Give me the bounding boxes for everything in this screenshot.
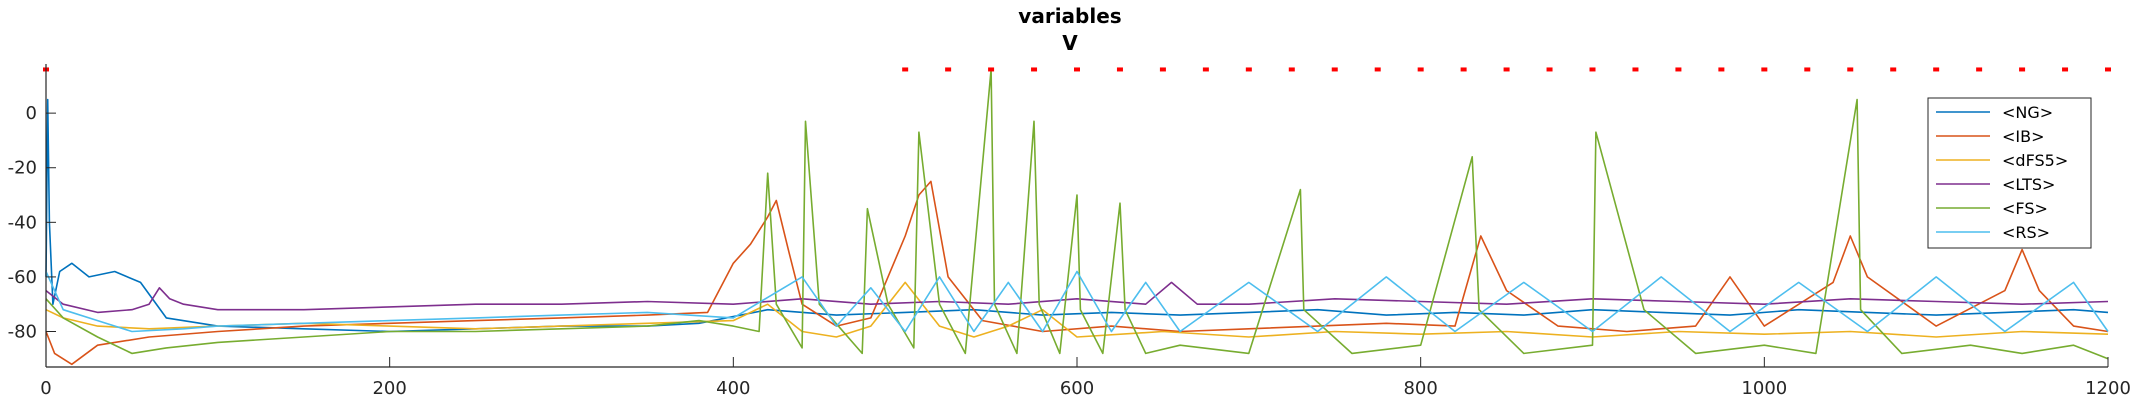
series-line-1 [45, 180, 2109, 366]
y-tick-label: -80 [8, 322, 37, 343]
x-tick-label: 1000 [1741, 378, 1787, 399]
spike-marker [1804, 67, 1811, 72]
spike-marker [1202, 67, 1209, 72]
legend: <NG> <IB> <dFS5> <LTS> <FS> <RS> [1927, 97, 2092, 249]
x-tick-label: 600 [1060, 378, 1094, 399]
chart-subtitle: V [1062, 31, 1078, 55]
spike-marker [1890, 67, 1897, 72]
spike-marker [1245, 67, 1252, 72]
legend-label-1: <IB> [2002, 127, 2045, 146]
y-tick-label: 0 [26, 103, 37, 124]
x-tick-label: 1200 [2085, 378, 2131, 399]
x-tick-label: 400 [716, 378, 750, 399]
y-tick-label: -60 [8, 267, 37, 288]
chart-title: variables [1018, 4, 1121, 28]
spike-marker [1546, 67, 1553, 72]
legend-label-3: <LTS> [2002, 175, 2055, 194]
x-tick-label: 0 [40, 378, 51, 399]
legend-label-5: <RS> [2002, 223, 2050, 242]
series-layer [45, 68, 2109, 366]
x-tick-label: 200 [372, 378, 406, 399]
spike-marker [1675, 67, 1682, 72]
spike-marker [988, 67, 995, 72]
spike-marker [1374, 67, 1381, 72]
spike-marker [902, 67, 909, 72]
spike-marker [1761, 67, 1768, 72]
spike-marker [1589, 67, 1596, 72]
spike-marker [1074, 67, 1080, 72]
y-tick-label: -20 [8, 158, 37, 179]
spike-marker [1460, 67, 1467, 72]
series-line-5 [45, 270, 2109, 333]
spike-marker [1159, 67, 1166, 72]
spike-marker [1288, 67, 1295, 72]
marker-layer [43, 67, 2111, 72]
series-line-3 [45, 281, 2109, 314]
spike-marker [1116, 67, 1123, 72]
plot-area: 0 200 400 600 800 1000 1200 0 -20 -40 -60 -80 [8, 64, 2131, 399]
spike-marker [2019, 67, 2026, 72]
spike-marker [1976, 67, 1983, 72]
spike-marker [1417, 67, 1424, 72]
spike-marker [2062, 67, 2069, 72]
y-tick-label: -40 [8, 212, 37, 233]
legend-label-4: <FS> [2002, 199, 2048, 218]
spike-marker [1632, 67, 1639, 72]
spike-marker [1718, 67, 1725, 72]
spike-marker [2105, 67, 2111, 72]
spike-marker [1503, 67, 1510, 72]
axes-layer: 0 200 400 600 800 1000 1200 0 -20 -40 -60 -80 [8, 64, 2131, 399]
spike-marker [1933, 67, 1940, 72]
spike-marker [1847, 67, 1854, 72]
spike-marker [1031, 67, 1038, 72]
series-line-4 [45, 68, 2109, 360]
spike-marker [1331, 67, 1338, 72]
series-line-0 [45, 98, 2109, 333]
spike-marker [945, 67, 952, 72]
series-line-2 [45, 281, 2109, 338]
legend-box [1927, 97, 2092, 249]
legend-label-0: <NG> [2002, 103, 2053, 122]
legend-label-2: <dFS5> [2002, 151, 2068, 170]
x-tick-label: 800 [1403, 378, 1437, 399]
